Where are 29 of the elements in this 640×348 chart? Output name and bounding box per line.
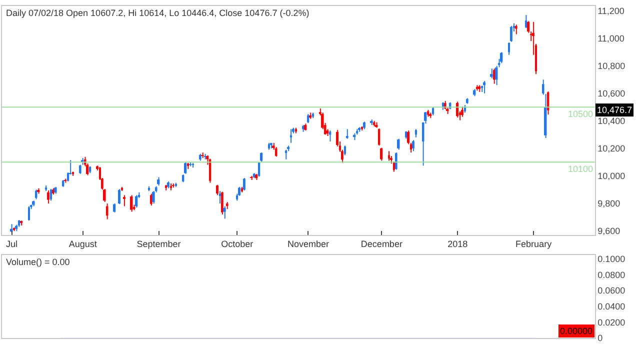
x-tick-label: Jul [6,238,18,249]
y-tick-label: 0 [598,333,603,344]
y-tick-label: 9,600 [598,226,620,236]
y-tick-label: 0.0400 [598,302,626,312]
chart-title: Volume() = 0.00 [6,257,70,267]
y-tick-label: 11,000 [598,33,624,44]
annotation: 0.00000 [560,326,593,336]
y-tick-label: 0.0200 [598,317,626,328]
y-tick-label: 0.0600 [598,286,626,296]
x-tick-label: November [287,238,329,249]
y-tick-label: 10,400 [598,116,626,126]
chart-title: Daily 07/02/18 Open 10607.2, Hi 10614, Lo 10446.4, Close 10476.7 (-0.2%) [6,8,310,18]
y-tick-label: 0.1000 [598,254,626,264]
x-tick-label: February [516,238,552,249]
x-tick-label: October [221,238,254,249]
y-tick-label: 10,000 [598,171,626,182]
x-tick-label: December [360,238,402,249]
x-tick-label: 2018 [448,238,468,249]
ref-line-label: 10100 [568,164,594,174]
text: 10,476.7 [597,105,632,115]
x-tick-label: September [136,238,181,249]
y-tick-label: 0.0800 [598,270,626,280]
y-tick-label: 9,800 [598,198,620,209]
y-tick-label: 10,600 [598,88,626,99]
y-tick-label: 11,200 [598,6,624,16]
x-tick-label: August [68,238,98,249]
ref-line-label: 10500 [568,109,594,119]
y-tick-label: 10,200 [598,144,626,154]
y-tick-label: 10,800 [598,61,626,71]
